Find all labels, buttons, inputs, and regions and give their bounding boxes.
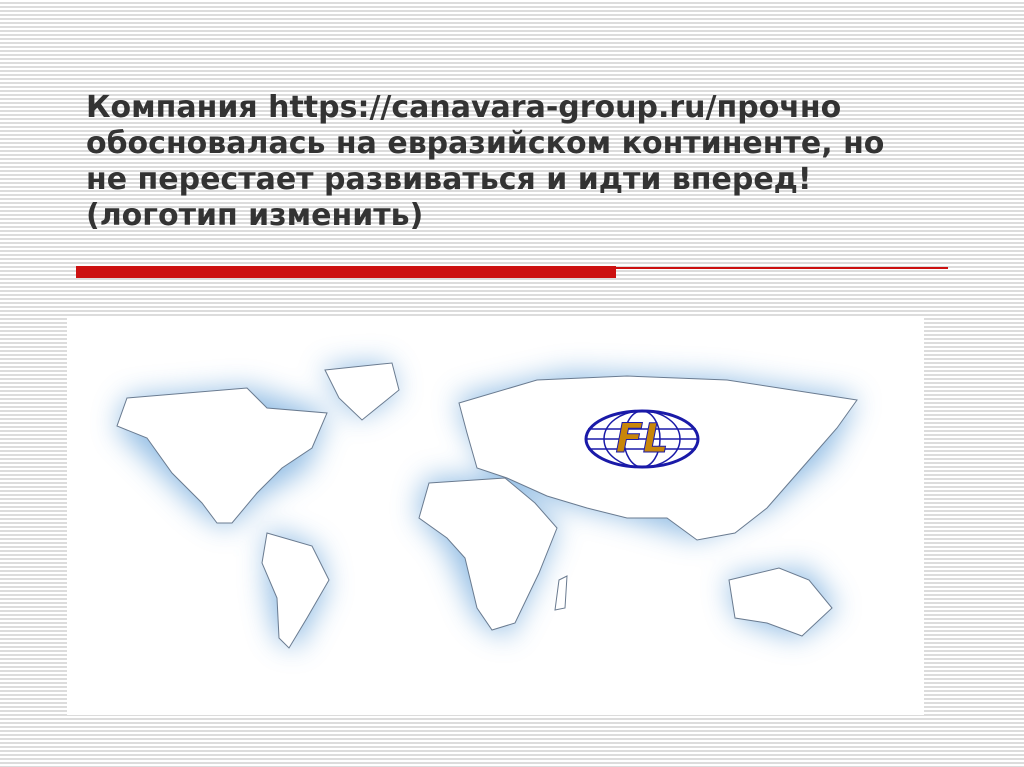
title-divider-thin [616, 267, 948, 269]
greenland [324, 362, 400, 421]
madagascar [554, 575, 568, 611]
company-logo: FL [584, 409, 700, 469]
title-line: Компания https://canavara-group.ru/прочн… [86, 90, 842, 125]
title-line: (логотип изменить) [86, 198, 424, 233]
continents [116, 362, 858, 649]
south-america [261, 532, 330, 649]
north-america [116, 387, 328, 524]
title-line: обосновалась на евразийском континенте, … [86, 126, 885, 161]
world-map-image: FL [67, 318, 924, 715]
africa [418, 477, 558, 631]
slide-title: Компания https://canavara-group.ru/прочн… [86, 90, 946, 234]
australia [728, 567, 833, 637]
title-divider-thick [76, 266, 616, 278]
logo-lettering: FL [616, 416, 669, 462]
title-line: не перестает развиваться и идти вперед! [86, 162, 812, 197]
